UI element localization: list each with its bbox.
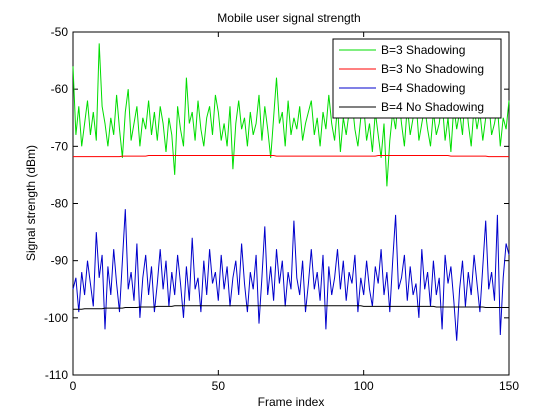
y-tick-label: -50 bbox=[51, 25, 69, 39]
legend-box bbox=[332, 38, 502, 119]
x-tick-label: 0 bbox=[70, 379, 77, 393]
series-line-2 bbox=[73, 155, 509, 158]
series-line-1 bbox=[72, 43, 510, 187]
legend-label-3: B=4 Shadowing bbox=[381, 81, 465, 95]
y-tick-label: -100 bbox=[44, 311, 68, 325]
y-tick-label: -70 bbox=[51, 139, 69, 153]
y-tick-label: -110 bbox=[45, 368, 68, 382]
x-axis-label: Frame index bbox=[258, 395, 325, 409]
y-tick-label: -90 bbox=[51, 254, 69, 268]
x-axis: 0 50 100 150 bbox=[70, 32, 519, 393]
y-axis-label: Signal strength (dBm) bbox=[24, 145, 38, 261]
legend-label-2: B=3 No Shadowing bbox=[381, 62, 484, 76]
legend-label-4: B=4 No Shadowing bbox=[381, 100, 484, 114]
y-tick-label: -80 bbox=[51, 197, 69, 211]
y-axis: -50 -60 -70 -80 -90 -100 -110 bbox=[44, 25, 509, 382]
x-tick-label: 150 bbox=[499, 379, 519, 393]
chart-title: Mobile user signal strength bbox=[217, 11, 360, 25]
legend-label-1: B=3 Shadowing bbox=[381, 43, 465, 57]
series-line-4 bbox=[73, 305, 509, 310]
x-tick-label: 50 bbox=[212, 379, 226, 393]
y-tick-label: -60 bbox=[51, 82, 69, 96]
series-line-3 bbox=[72, 209, 510, 341]
series-layer bbox=[72, 43, 510, 341]
x-tick-label: 100 bbox=[354, 379, 374, 393]
legend: B=3 Shadowing B=3 No Shadowing B=4 Shadowi… bbox=[332, 38, 502, 119]
